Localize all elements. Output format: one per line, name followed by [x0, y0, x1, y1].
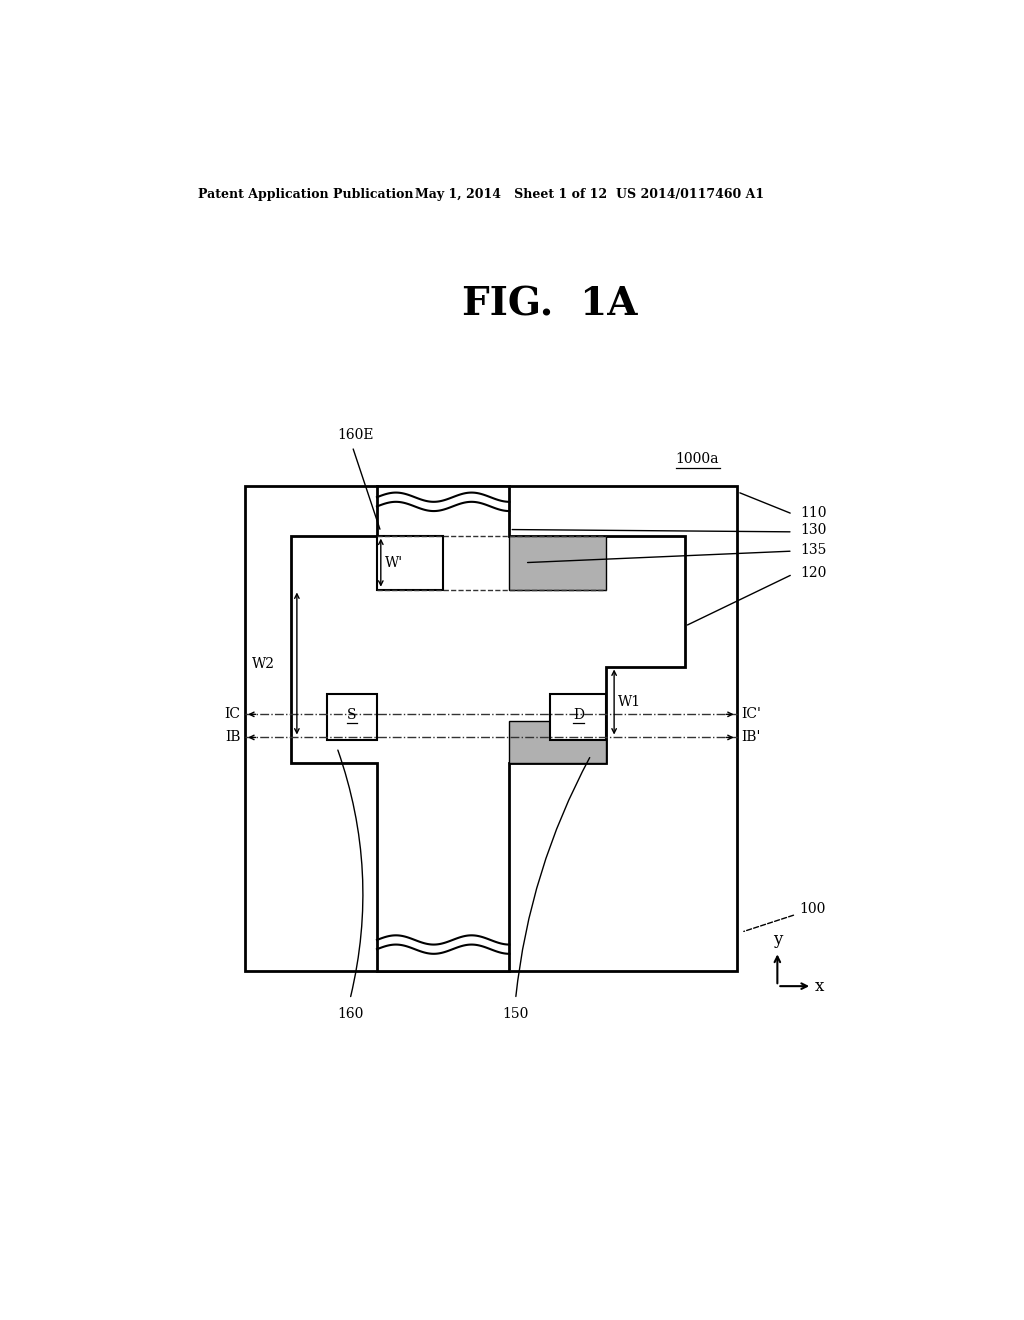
Text: y: y	[773, 931, 782, 948]
Text: 160: 160	[337, 1007, 364, 1020]
Text: US 2014/0117460 A1: US 2014/0117460 A1	[615, 187, 764, 201]
Text: IB: IB	[225, 730, 241, 744]
Text: W2: W2	[252, 656, 275, 671]
Bar	[377, 536, 443, 590]
Bar	[550, 693, 606, 739]
Text: 100: 100	[743, 902, 825, 932]
Text: 150: 150	[503, 1007, 528, 1020]
Text: 110: 110	[801, 506, 827, 520]
Text: IC: IC	[224, 708, 241, 721]
Text: Patent Application Publication: Patent Application Publication	[199, 187, 414, 201]
Text: FIG.  1A: FIG. 1A	[462, 285, 637, 323]
Bar	[509, 721, 606, 763]
Text: D: D	[572, 708, 584, 722]
Text: S: S	[347, 708, 356, 722]
Bar	[245, 486, 737, 970]
Text: IB': IB'	[741, 730, 761, 744]
Text: W1: W1	[617, 696, 641, 709]
Text: 160E: 160E	[337, 428, 374, 442]
Text: 130: 130	[801, 523, 826, 537]
Text: 135: 135	[801, 543, 826, 557]
Text: W': W'	[385, 556, 402, 570]
Text: 1000a: 1000a	[676, 453, 719, 466]
Polygon shape	[291, 486, 685, 970]
Text: IC': IC'	[741, 708, 761, 721]
Text: 120: 120	[801, 566, 826, 579]
Bar	[509, 536, 606, 590]
Bar	[327, 693, 377, 739]
Text: May 1, 2014   Sheet 1 of 12: May 1, 2014 Sheet 1 of 12	[416, 187, 607, 201]
Text: x: x	[814, 978, 823, 995]
